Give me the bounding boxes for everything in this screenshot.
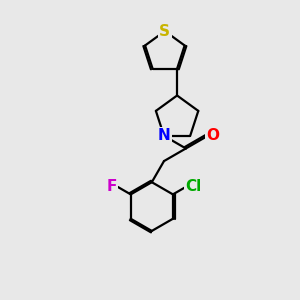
Text: F: F — [107, 179, 117, 194]
Text: N: N — [158, 128, 170, 143]
Text: S: S — [159, 24, 170, 39]
Text: Cl: Cl — [185, 179, 201, 194]
Text: O: O — [207, 128, 220, 143]
